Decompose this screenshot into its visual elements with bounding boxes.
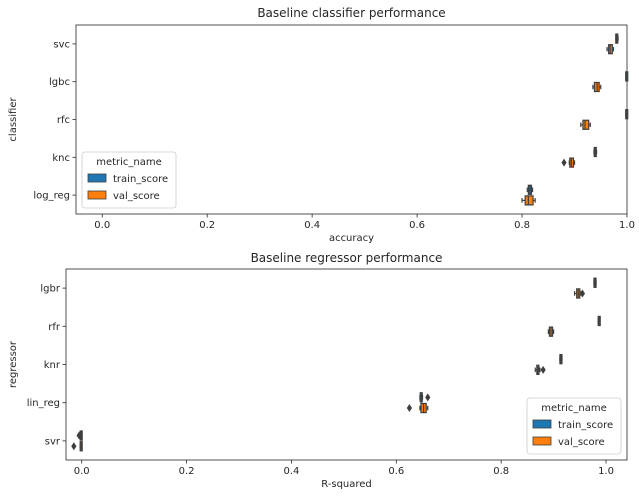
box-val_score-svc <box>606 44 614 55</box>
box-val_score-knr <box>534 364 546 376</box>
box-val_score-svr <box>71 441 83 452</box>
y-tick-label: rfr <box>48 322 61 333</box>
chart-title: Baseline regressor performance <box>251 251 443 265</box>
y-tick-label: knr <box>44 360 61 371</box>
legend: metric_name train_score val_score <box>81 151 177 209</box>
x-tick-label: 0.0 <box>94 220 110 231</box>
y-tick-label: svc <box>53 39 70 50</box>
x-tick-label: 0.6 <box>409 220 425 231</box>
x-tick-label: 0.8 <box>493 466 509 477</box>
outlier-point <box>561 158 567 167</box>
box-train_score-rfr <box>597 315 601 327</box>
box-iqr <box>582 119 590 130</box>
x-tick-label: 0.0 <box>74 466 90 477</box>
legend-swatch-train_score <box>532 419 552 429</box>
chart-title: Baseline classifier performance <box>257 6 445 20</box>
x-tick-label: 0.8 <box>514 220 530 231</box>
box-train_score-lin_reg <box>419 392 431 403</box>
box-train_score-log_reg <box>526 184 534 195</box>
x-tick-label: 0.4 <box>304 220 320 231</box>
legend-swatch-val_score <box>87 190 107 200</box>
outlier-point <box>406 404 413 413</box>
x-tick-label: 1.0 <box>598 466 614 477</box>
y-tick-label: lgbc <box>49 77 70 88</box>
legend-swatch-train_score <box>87 173 107 183</box>
legend-swatch-val_score <box>532 436 552 446</box>
x-tick-label: 0.2 <box>179 466 195 477</box>
box-val_score-knc <box>561 157 576 168</box>
y-tick-label: log_reg <box>33 191 70 202</box>
legend-label: train_score <box>113 174 168 185</box>
legend: metric_name train_score val_score <box>526 397 622 455</box>
x-axis-label: R-squared <box>321 479 372 490</box>
box-val_score-lgbc <box>592 81 602 93</box>
box-iqr <box>524 195 534 206</box>
box-val_score-lin_reg <box>406 402 429 414</box>
box-train_score-lgbr <box>593 277 597 288</box>
box-train_score-knc <box>593 146 598 158</box>
box-val_score-rfr <box>547 326 555 337</box>
legend-title: metric_name <box>96 157 162 168</box>
box-train_score-svc <box>615 33 619 44</box>
y-axis-label: regressor <box>8 340 19 388</box>
box-train_score-rfc <box>625 109 629 120</box>
box-val_score-log_reg <box>521 195 536 206</box>
y-tick-label: svr <box>45 436 61 447</box>
x-tick-label: 0.6 <box>388 466 404 477</box>
outlier-point <box>425 393 431 402</box>
legend-label: train_score <box>558 420 613 431</box>
x-tick-label: 0.4 <box>283 466 299 477</box>
box-val_score-rfc <box>580 119 591 130</box>
y-tick-label: rfc <box>57 115 70 126</box>
outlier-point <box>71 442 77 451</box>
box-train_score-lgbc <box>625 71 629 82</box>
legend-title: metric_name <box>541 403 607 414</box>
x-axis-label: accuracy <box>329 233 374 244</box>
legend-label: val_score <box>113 191 160 202</box>
outlier-point <box>579 289 586 298</box>
outlier-point <box>76 431 82 440</box>
outlier-point <box>540 365 546 374</box>
box-val_score-lgbr <box>573 288 586 299</box>
box-train_score-svr <box>76 430 83 441</box>
y-axis-label: classifier <box>8 97 19 142</box>
y-tick-label: knc <box>52 153 70 164</box>
y-tick-label: lin_reg <box>27 398 60 409</box>
legend-label: val_score <box>558 437 605 448</box>
y-tick-label: lgbr <box>40 284 60 295</box>
box-train_score-knr <box>559 353 563 365</box>
x-tick-label: 1.0 <box>619 220 635 231</box>
classifier-panel: Baseline classifier performance 0.0 0.2 0.4… <box>8 6 635 244</box>
x-tick-label: 0.2 <box>199 220 215 231</box>
regressor-panel: Baseline regressor performance 0.0 0.2 0.4 0… <box>8 251 628 490</box>
